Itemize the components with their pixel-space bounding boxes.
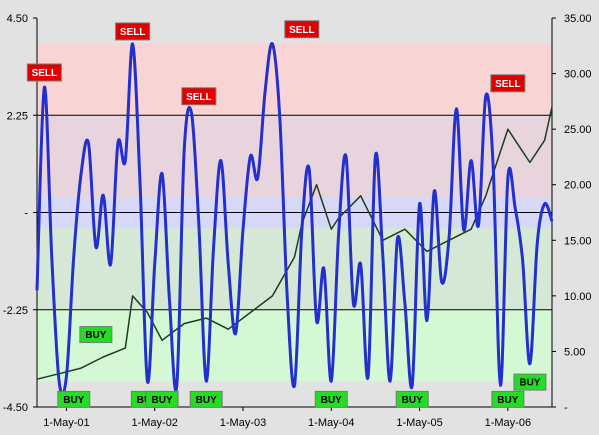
band-0 [37,43,552,116]
series-line-price [36,106,553,380]
buy-box [314,390,348,408]
band-3 [37,227,552,310]
sell-label: SELL [495,79,521,90]
buy-label: BUY [519,378,540,389]
right-tick-label: 5.00 [564,346,585,358]
sell-box [490,74,526,93]
sell-marker: SELL [284,20,320,39]
sell-marker: SELL [181,87,217,106]
buy-marker: BUY [491,390,525,408]
left-tick-label: -2.25 [3,305,28,317]
buy-marker: BUY [79,326,113,344]
x-tick-label: 1-May-05 [396,417,442,429]
buy-label: BUY [497,395,518,406]
buy-label: BUY [321,395,342,406]
buy-box [395,390,429,408]
sell-box [115,22,151,41]
x-tick-label: 1-May-04 [308,417,354,429]
right-tick-label: 25.00 [564,124,592,136]
left-axis-ticks: 4.50 2.25 - -2.25 -4.50 [3,13,37,414]
buy-label: BUY [152,395,173,406]
series-layer [35,42,554,396]
left-tick-label: - [24,208,28,220]
sell-marker: SELL [26,63,62,82]
buy-box [189,390,223,408]
x-axis-ticks: 1-May-01 1-May-02 1-May-03 1-May-04 1-May-05… [43,407,531,429]
right-tick-label: 20.00 [564,180,592,192]
buy-marker: BUY [189,390,223,408]
buy-marker: BUY [395,390,429,408]
right-tick-label: 35.00 [564,13,592,25]
right-axis-ticks: 35.00 30.00 25.00 20.00 15.00 10.00 5.00 - [552,13,592,414]
buy-label: BUY [402,395,423,406]
left-tick-label: -4.50 [3,402,28,414]
buy-box [145,390,179,408]
x-tick-label: 1-May-06 [485,417,531,429]
sell-label: SELL [289,25,315,36]
sell-marker: SELL [115,22,151,41]
sell-label: SELL [32,68,58,79]
sell-label: SELL [186,92,212,103]
x-tick-label: 1-May-02 [131,417,177,429]
buy-label: BUY [196,395,217,406]
buy-marker: BUY [513,373,547,391]
sell-box [26,63,62,82]
left-tick-label: 2.25 [7,110,28,122]
sell-box [181,87,217,106]
buy-box [491,390,525,408]
right-tick-label: 30.00 [564,69,592,81]
buy-label: BUY [63,395,84,406]
buy-box [79,326,113,344]
left-tick-label: 4.50 [7,13,28,25]
buy-box [513,373,547,391]
x-tick-label: 1-May-03 [220,417,266,429]
series-line-oscillator [35,42,554,396]
right-tick-label: 10.00 [564,291,592,303]
buy-marker: BUY [145,390,179,408]
sell-marker: SELL [490,74,526,93]
sell-box [284,20,320,39]
right-tick-label: 15.00 [564,235,592,247]
sell-label: SELL [120,27,146,38]
buy-marker: BUY [314,390,348,408]
buy-marker: BUY [57,390,91,408]
right-tick-label: - [564,402,568,414]
buy-box [57,390,91,408]
x-tick-label: 1-May-01 [43,417,89,429]
buy-label: BUY [85,330,106,341]
